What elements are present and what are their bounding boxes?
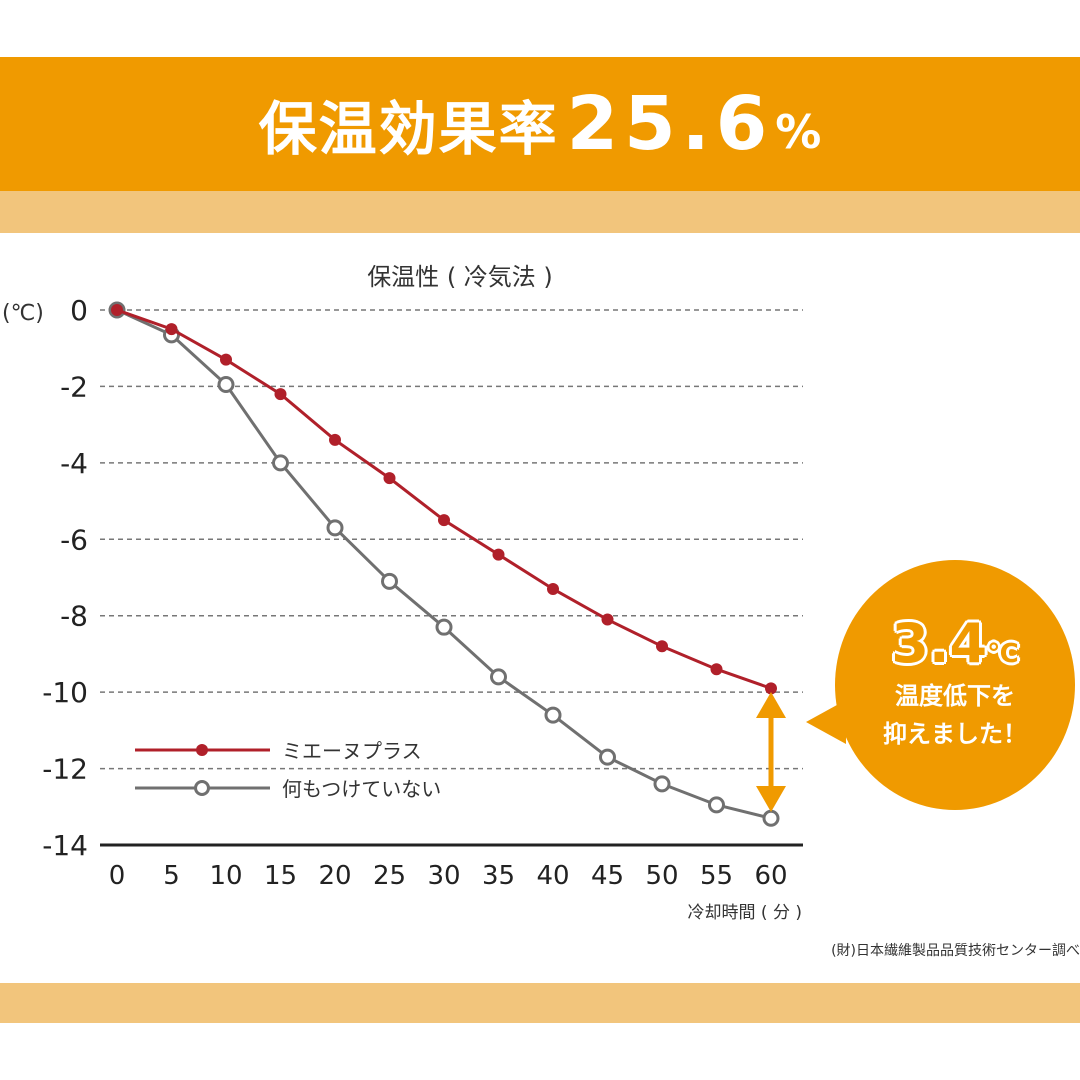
legend-label-series2: 何もつけていない xyxy=(282,777,441,801)
legend-marker-series2 xyxy=(194,780,210,796)
callout-line2: 抑えました！ xyxy=(883,720,1027,748)
data-point-series1 xyxy=(710,663,723,676)
y-tick-label: -8 xyxy=(60,600,88,633)
data-point-series2 xyxy=(326,519,344,537)
x-tick-label: 60 xyxy=(754,861,787,891)
data-point-series2 xyxy=(544,706,562,724)
x-tick-label: 5 xyxy=(163,861,180,891)
data-point-series2 xyxy=(653,775,671,793)
headline-unit: % xyxy=(775,105,822,159)
data-point-series1 xyxy=(383,472,396,485)
bottom-band xyxy=(0,983,1080,1023)
chart-title: 保温性 ( 冷気法 ) xyxy=(367,263,553,291)
data-point-series2 xyxy=(599,748,616,766)
data-point-series2 xyxy=(708,796,725,814)
data-point-series1 xyxy=(601,613,614,626)
difference-arrow xyxy=(756,692,786,812)
x-tick-label: 55 xyxy=(700,861,733,891)
headline-banner: 保温効果率 25.6 % xyxy=(0,57,1080,191)
callout-unit: ℃ xyxy=(987,639,1019,669)
y-tick-label: -4 xyxy=(60,447,88,480)
callout-bubble: 3.4℃ 温度低下を 抑えました！ xyxy=(835,560,1075,810)
x-tick-label: 35 xyxy=(482,861,515,891)
source-note: (財)日本繊維製品品質技術センター調べ xyxy=(831,943,1080,959)
callout-value: 3.4℃ xyxy=(891,612,1019,675)
data-point-series1 xyxy=(656,640,668,653)
x-tick-label: 45 xyxy=(591,861,624,891)
y-tick-label: -6 xyxy=(60,523,88,556)
x-tick-label: 30 xyxy=(427,861,460,891)
x-tick-label: 15 xyxy=(264,861,297,891)
data-point-series1 xyxy=(438,514,450,527)
x-tick-label: 40 xyxy=(536,861,569,891)
data-point-series1 xyxy=(220,353,232,366)
y-tick-label: -2 xyxy=(60,370,88,403)
legend: ミエーヌプラス 何もつけていない xyxy=(135,739,441,801)
callout-line1: 温度低下を xyxy=(895,682,1015,710)
data-point-series2 xyxy=(435,618,453,636)
x-tick-label: 10 xyxy=(209,861,242,891)
x-axis-label: 冷却時間 ( 分 ) xyxy=(688,903,802,923)
legend-marker-series1 xyxy=(196,744,208,756)
x-tick-label: 0 xyxy=(109,861,126,891)
data-point-series2 xyxy=(272,454,289,472)
y-tick-label: -12 xyxy=(42,753,88,786)
data-point-series1 xyxy=(547,582,559,595)
data-point-series2 xyxy=(490,668,507,686)
y-tick-label: -10 xyxy=(42,676,88,709)
y-tick-label: 0 xyxy=(70,294,88,327)
x-tick-label: 20 xyxy=(318,861,351,891)
data-point-series1 xyxy=(111,304,123,316)
headline-value: 25.6 xyxy=(566,81,774,167)
headline-label: 保温効果率 xyxy=(258,95,559,163)
data-point-series1 xyxy=(165,323,178,336)
data-point-series2 xyxy=(381,572,398,590)
data-point-series2 xyxy=(217,376,235,394)
data-point-series2 xyxy=(762,809,780,827)
legend-label-series1: ミエーヌプラス xyxy=(282,739,422,763)
data-point-series1 xyxy=(765,682,777,695)
data-point-series1 xyxy=(274,388,287,401)
y-axis-label: (℃) xyxy=(2,301,44,326)
data-point-series1 xyxy=(329,433,341,446)
top-band xyxy=(0,191,1080,233)
x-tick-label: 50 xyxy=(645,861,678,891)
y-tick-label: -14 xyxy=(42,829,88,862)
data-point-series1 xyxy=(492,548,505,561)
x-tick-label: 25 xyxy=(373,861,406,891)
